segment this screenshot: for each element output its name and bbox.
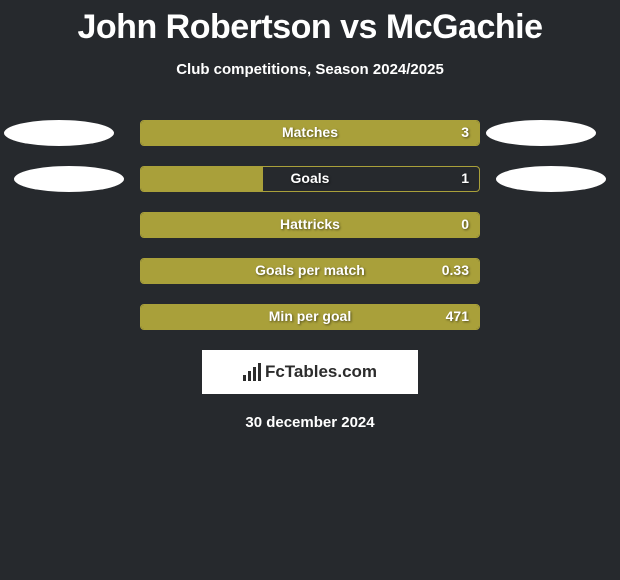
stat-row: Hattricks0 <box>0 212 620 238</box>
player-ellipse-left <box>4 120 114 146</box>
chart-bars-icon <box>243 363 261 381</box>
stat-row: Goals1 <box>0 166 620 192</box>
stat-label: Matches <box>141 124 479 140</box>
stat-bar: Goals per match0.33 <box>140 258 480 284</box>
stat-bar: Hattricks0 <box>140 212 480 238</box>
brand-inner: FcTables.com <box>243 362 377 382</box>
stat-value: 0.33 <box>442 262 469 278</box>
page-subtitle: Club competitions, Season 2024/2025 <box>0 61 620 78</box>
stat-bar: Min per goal471 <box>140 304 480 330</box>
stat-label: Goals <box>141 170 479 186</box>
stat-label: Min per goal <box>141 308 479 324</box>
page-container: John Robertson vs McGachie Club competit… <box>0 0 620 431</box>
page-title: John Robertson vs McGachie <box>0 8 620 47</box>
footer-date: 30 december 2024 <box>0 414 620 431</box>
stat-row: Matches3 <box>0 120 620 146</box>
stat-row: Min per goal471 <box>0 304 620 330</box>
stat-value: 471 <box>446 308 469 324</box>
player-ellipse-right <box>486 120 596 146</box>
stats-chart: Matches3Goals1Hattricks0Goals per match0… <box>0 120 620 330</box>
stat-label: Hattricks <box>141 216 479 232</box>
player-ellipse-left <box>14 166 124 192</box>
stat-row: Goals per match0.33 <box>0 258 620 284</box>
player-ellipse-right <box>496 166 606 192</box>
stat-label: Goals per match <box>141 262 479 278</box>
stat-bar: Goals1 <box>140 166 480 192</box>
brand-text: FcTables.com <box>265 362 377 382</box>
stat-value: 1 <box>461 170 469 186</box>
stat-value: 0 <box>461 216 469 232</box>
stat-bar: Matches3 <box>140 120 480 146</box>
stat-value: 3 <box>461 124 469 140</box>
brand-box: FcTables.com <box>202 350 418 394</box>
